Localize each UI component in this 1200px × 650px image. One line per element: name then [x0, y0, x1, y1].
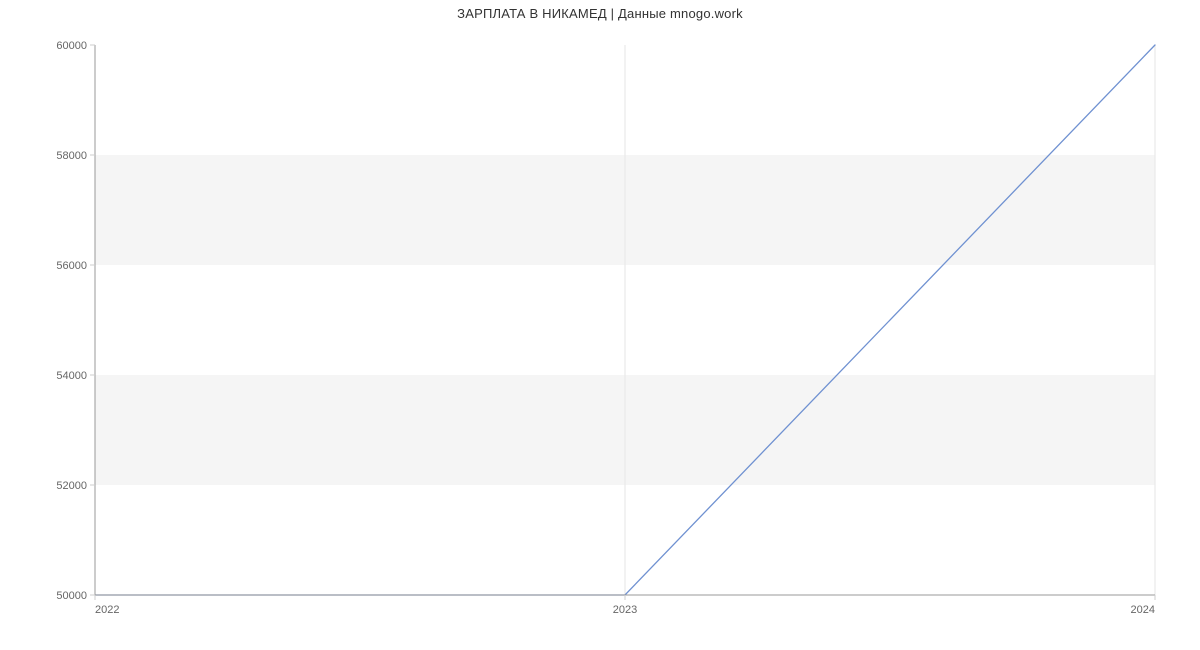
y-tick-label: 58000	[56, 150, 87, 162]
chart-svg: 50000 52000 54000 56000 58000 60000 2022 2023 20…	[0, 0, 1200, 650]
x-tick-label: 2023	[613, 604, 637, 616]
salary-line-chart: ЗАРПЛАТА В НИКАМЕД | Данные mnogo.work 5…	[0, 0, 1200, 650]
y-tick-label: 52000	[56, 480, 87, 492]
x-tick-label: 2022	[95, 604, 119, 616]
y-tick-label: 56000	[56, 260, 87, 272]
y-tick-label: 54000	[56, 370, 87, 382]
chart-title: ЗАРПЛАТА В НИКАМЕД | Данные mnogo.work	[0, 6, 1200, 21]
y-tick-label: 60000	[56, 40, 87, 52]
y-tick-label: 50000	[56, 590, 87, 602]
x-tick-label: 2024	[1131, 604, 1155, 616]
